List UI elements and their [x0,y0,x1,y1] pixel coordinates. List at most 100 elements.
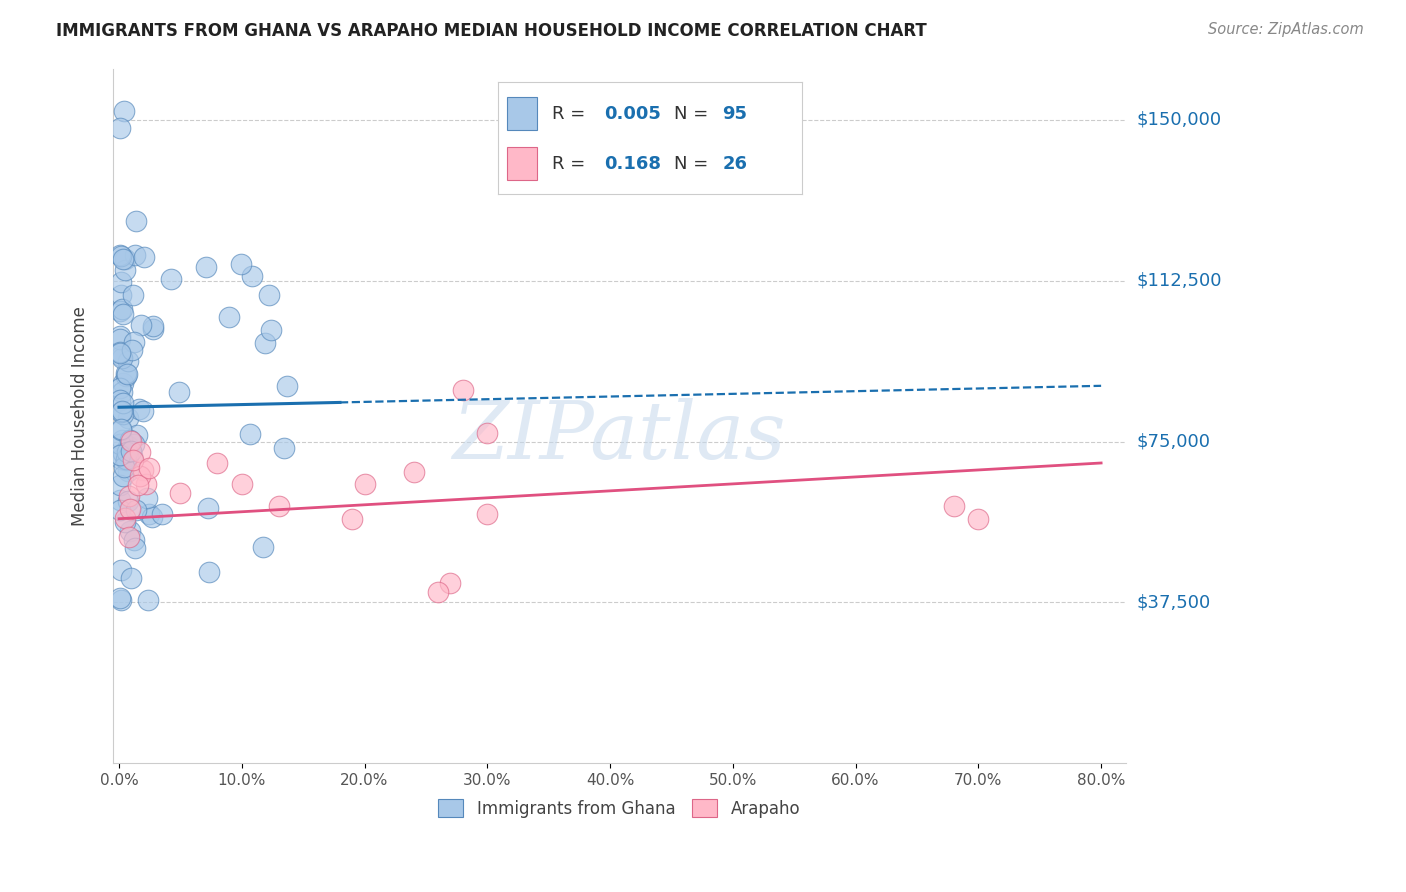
Point [135,491,157,505]
Point [111,403,134,417]
Point [124,541,146,555]
Point [218,310,240,324]
Point [967,512,990,526]
Point [112,104,135,119]
Point [124,503,146,517]
Point [110,452,132,467]
Point [240,268,263,283]
Text: $37,500: $37,500 [1137,593,1211,611]
Point [477,508,499,522]
Point [128,402,150,417]
Text: $75,000: $75,000 [1137,433,1211,450]
Point [117,494,139,508]
Point [131,404,153,418]
Point [110,248,132,262]
Point [121,449,143,463]
Point [252,540,274,554]
Point [111,396,134,410]
Point [260,323,283,337]
Point [194,260,217,274]
Point [110,502,132,516]
Point [142,321,165,335]
Point [120,571,142,585]
Text: $150,000: $150,000 [1137,111,1222,129]
Point [122,437,145,451]
Point [169,486,191,500]
Point [127,478,149,492]
Point [110,563,132,577]
Point [114,452,136,467]
Point [342,512,364,526]
Point [125,428,148,442]
Point [110,393,132,408]
Point [111,384,134,399]
Point [132,250,155,264]
Point [110,423,132,437]
Point [110,593,132,607]
Point [120,444,142,458]
Point [110,303,132,318]
Point [111,301,134,316]
Point [110,121,132,136]
Point [259,287,281,301]
Point [111,351,134,366]
Point [942,499,965,513]
Point [197,501,219,516]
Point [439,576,461,591]
Point [112,445,135,459]
Point [110,332,132,346]
Point [114,252,136,266]
Point [129,318,152,333]
Point [117,354,139,368]
Point [121,452,143,467]
Point [110,591,132,606]
Point [110,422,132,436]
Point [253,335,276,350]
Point [160,272,183,286]
Point [114,262,136,277]
Point [353,477,375,491]
Point [118,501,141,516]
Point [402,465,425,479]
Point [239,427,262,442]
Point [129,444,152,458]
Point [135,477,157,491]
Point [117,439,139,453]
Point [124,248,146,262]
Point [110,405,132,419]
Point [111,468,134,483]
Point [427,584,450,599]
Text: $112,500: $112,500 [1137,272,1222,290]
Point [231,257,253,271]
Point [477,425,499,440]
Point [167,385,190,400]
Point [197,565,219,579]
Point [205,456,228,470]
Point [115,369,138,384]
Point [110,344,132,359]
Point [273,441,295,455]
Point [110,448,132,462]
Point [111,376,134,390]
Point [110,437,132,451]
Point [112,307,135,321]
Point [111,407,134,421]
Point [150,507,173,521]
Point [122,335,145,350]
Point [118,531,141,545]
Point [117,449,139,463]
Point [132,463,155,477]
Point [276,379,298,393]
Point [138,507,160,521]
Point [112,459,135,474]
Point [115,367,138,381]
Point [118,434,141,448]
Point [120,434,142,448]
Point [121,343,143,357]
Point [110,381,132,395]
Text: ZIPatlas: ZIPatlas [453,398,786,475]
Point [110,478,132,492]
Point [110,276,132,290]
Point [117,411,139,425]
Point [110,288,132,302]
